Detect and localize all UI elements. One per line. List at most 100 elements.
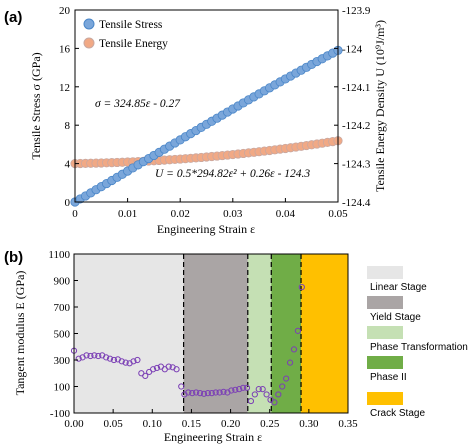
modulus-point bbox=[91, 352, 98, 359]
y-tick-label: 100 bbox=[54, 382, 71, 394]
modulus-point bbox=[153, 364, 161, 372]
y2-tick-label: -123.9 bbox=[342, 5, 371, 17]
legend-label: Crack Stage bbox=[370, 408, 425, 419]
y-tick-label: 500 bbox=[54, 329, 71, 341]
modulus-point bbox=[294, 327, 301, 334]
modulus-point bbox=[75, 355, 82, 362]
modulus-point bbox=[263, 391, 270, 398]
modulus-point bbox=[178, 383, 185, 390]
modulus-point bbox=[220, 388, 227, 395]
y2-tick-label: -124.3 bbox=[342, 159, 371, 171]
y-tick-label: 900 bbox=[54, 276, 71, 288]
modulus-point bbox=[298, 284, 305, 291]
x-axis-a: 0 0.01 0.02 0.03 0.04 0.05 bbox=[72, 198, 348, 220]
x-tick-label: 0.00 bbox=[64, 418, 84, 430]
modulus-point bbox=[259, 386, 266, 393]
x-tick-label: 0.01 bbox=[118, 208, 137, 220]
modulus-point bbox=[142, 372, 149, 379]
y2-axis-label-a: Tensile Energy Density U (10⁹J/m³) bbox=[373, 20, 387, 192]
plot-frame-a bbox=[74, 9, 339, 203]
modulus-point bbox=[283, 375, 290, 382]
legend-swatch bbox=[367, 326, 403, 339]
y-tick-label: 8 bbox=[65, 120, 71, 132]
y-axis-b: -100 100 300 500 700 900 1100 bbox=[48, 249, 78, 420]
y-tick-label: 20 bbox=[59, 5, 71, 17]
modulus-point bbox=[196, 390, 204, 397]
energy-fit-equation: U = 0.5*294.82ε² + 0.26ε - 124.3 bbox=[155, 168, 310, 180]
modulus-point bbox=[165, 363, 172, 370]
y-tick-label: 1100 bbox=[48, 249, 70, 261]
x-axis-label-a: Engineering Strain ε bbox=[157, 222, 255, 236]
legend-b: Linear Stage Yield Stage Phase Transformat… bbox=[367, 266, 468, 419]
x-tick-label: 0.25 bbox=[260, 418, 280, 430]
y-axis-label-b: Tangent modulus E (GPa) bbox=[13, 271, 27, 396]
modulus-point bbox=[122, 359, 129, 366]
legend-swatch bbox=[367, 392, 403, 405]
modulus-point bbox=[243, 384, 251, 391]
legend-label: Yield Stage bbox=[370, 312, 421, 323]
legend-label-energy: Tensile Energy bbox=[99, 38, 168, 50]
y-tick-label: 4 bbox=[65, 159, 71, 171]
y-tick-label: 16 bbox=[59, 43, 71, 55]
y2-tick-label: -124.2 bbox=[342, 120, 370, 132]
modulus-point bbox=[236, 386, 243, 393]
modulus-point bbox=[204, 390, 211, 397]
modulus-point bbox=[279, 383, 286, 390]
stage-region bbox=[74, 254, 184, 413]
panel-b: (b) 0.00 0.05 0.10 0.15 0.20 0.25 0.30 0.35 -10… bbox=[4, 249, 468, 444]
y-axis-left-a: 0 4 8 12 16 20 bbox=[59, 5, 79, 209]
y-axis-right-a: -123.9 -124 -124.1 -124.2 -124.3 -124.4 bbox=[334, 5, 371, 209]
modulus-point bbox=[228, 387, 235, 394]
x-tick-label: 0.20 bbox=[221, 418, 241, 430]
modulus-point bbox=[200, 390, 208, 397]
panel-b-label: (b) bbox=[4, 249, 23, 266]
x-tick-label: 0.02 bbox=[171, 208, 190, 220]
y-tick-label: 0 bbox=[65, 197, 71, 209]
x-axis-b: 0.00 0.05 0.10 0.15 0.20 0.25 0.30 0.35 bbox=[64, 409, 358, 430]
legend-swatch bbox=[367, 356, 403, 369]
x-axis-label-b: Engineering Strain ε bbox=[164, 430, 262, 444]
modulus-point bbox=[173, 366, 180, 373]
modulus-point bbox=[134, 356, 141, 364]
stress-fit-equation: σ = 324.85ε - 0.27 bbox=[95, 98, 181, 110]
modulus-point bbox=[110, 356, 118, 364]
modulus-point bbox=[216, 389, 223, 396]
modulus-point bbox=[185, 389, 192, 396]
modulus-point bbox=[118, 358, 125, 365]
modulus-point bbox=[247, 397, 255, 405]
x-tick-label: 0.30 bbox=[299, 418, 319, 430]
x-tick-label: 0.10 bbox=[143, 418, 163, 430]
legend-label-stress: Tensile Stress bbox=[99, 19, 163, 31]
modulus-point bbox=[251, 391, 258, 398]
modulus-point bbox=[275, 391, 282, 398]
legend-a: Tensile Stress Tensile Energy bbox=[83, 18, 168, 50]
y2-tick-label: -124 bbox=[342, 43, 363, 55]
y2-tick-label: -124.4 bbox=[342, 197, 371, 209]
y-tick-label: 12 bbox=[59, 82, 70, 94]
panel-a-label: (a) bbox=[4, 9, 22, 26]
x-tick-label: 0 bbox=[72, 208, 78, 220]
modulus-point bbox=[271, 399, 278, 406]
x-tick-label: 0.04 bbox=[276, 208, 296, 220]
x-tick-label: 0.35 bbox=[338, 418, 358, 430]
x-tick-label: 0.05 bbox=[328, 208, 348, 220]
stage-region bbox=[183, 254, 248, 413]
legend-marker-energy bbox=[83, 37, 95, 49]
y-tick-label: -100 bbox=[50, 408, 71, 420]
legend-label: Linear Stage bbox=[370, 282, 427, 293]
modulus-point bbox=[255, 386, 262, 393]
modulus-series bbox=[70, 284, 305, 406]
modulus-point bbox=[189, 390, 196, 397]
x-tick-label: 0.05 bbox=[104, 418, 124, 430]
modulus-point bbox=[212, 389, 219, 396]
modulus-point bbox=[87, 352, 94, 360]
modulus-point bbox=[232, 386, 239, 393]
stage-region bbox=[271, 254, 302, 413]
legend-label: Phase II bbox=[370, 372, 407, 383]
modulus-point bbox=[83, 352, 90, 359]
modulus-point bbox=[149, 366, 157, 373]
x-tick-label: 0.15 bbox=[182, 418, 202, 430]
modulus-point bbox=[130, 358, 137, 365]
y-axis-label-a: Tensile Stress σ (GPa) bbox=[29, 52, 43, 159]
